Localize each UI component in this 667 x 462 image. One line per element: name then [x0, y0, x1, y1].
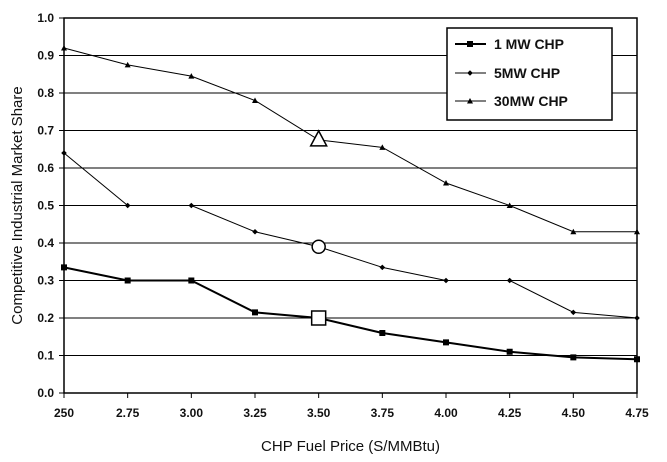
- x-axis-title: CHP Fuel Price (S/MMBtu): [261, 438, 440, 455]
- x-tick-label: 2.75: [116, 406, 140, 420]
- y-tick-label: 1.0: [37, 11, 54, 25]
- data-point: [252, 309, 258, 316]
- plot-frame: [63, 17, 638, 394]
- data-point: [506, 277, 513, 284]
- legend-marker: [467, 41, 473, 47]
- y-tick-label: 0.9: [37, 49, 54, 63]
- data-point: [506, 202, 513, 208]
- x-tick-label: 3.50: [307, 406, 331, 420]
- x-tick-label: 250: [54, 406, 74, 420]
- data-point: [61, 150, 67, 156]
- data-point: [379, 330, 386, 336]
- series-line: [63, 47, 637, 233]
- data-point: [570, 309, 577, 316]
- data-point: [379, 264, 386, 271]
- y-tick-labels: 0.0 0.1 0.2 0.3 0.4 0.5 0.6 0.7 0.8 0.9 1.0: [37, 11, 54, 400]
- data-point: [443, 339, 449, 346]
- data-point: [61, 264, 67, 271]
- x-tick-labels: 250 2.75 3.00 3.25 3.50 3.75 4.00 4.25 4.50 4.75: [54, 393, 649, 420]
- y-tick-label: 0.2: [37, 311, 54, 325]
- data-point: [443, 180, 449, 186]
- x-tick-label: 4.75: [625, 406, 649, 420]
- x-tick-label: 4.00: [434, 406, 458, 420]
- highlight-circle: [311, 239, 326, 254]
- y-tick-label: 0.8: [37, 86, 54, 100]
- data-point: [570, 354, 577, 361]
- data-point: [634, 356, 640, 363]
- series-layer: [61, 45, 640, 363]
- series-line: [63, 266, 638, 361]
- data-point: [61, 45, 67, 51]
- series-line: [63, 152, 638, 319]
- data-point: [124, 202, 131, 209]
- x-tick-label: 4.25: [498, 406, 522, 420]
- data-point: [252, 97, 258, 103]
- legend-label-30mw: 30MW CHP: [494, 93, 568, 109]
- series-1: [61, 150, 640, 321]
- x-tick-label: 3.75: [371, 406, 395, 420]
- data-point: [252, 228, 258, 235]
- data-point: [188, 73, 195, 79]
- data-point: [124, 61, 131, 68]
- data-point: [634, 315, 640, 321]
- data-point: [506, 348, 513, 355]
- y-tick-label: 0.7: [37, 124, 54, 138]
- y-tick-label: 0.3: [37, 274, 54, 288]
- data-point: [188, 202, 195, 209]
- legend: 1 MW CHP 5MW CHP 30MW CHP: [446, 27, 613, 121]
- data-point: [443, 277, 449, 284]
- y-axis-title: Competitive Industrial Market Share: [9, 86, 26, 324]
- series-0: [61, 264, 640, 363]
- x-tick-label: 3.00: [180, 406, 204, 420]
- highlight-triangle: [309, 129, 328, 147]
- y-tick-label: 0.4: [37, 236, 54, 250]
- series-2: [61, 45, 640, 235]
- y-tick-label: 0.0: [37, 386, 54, 400]
- x-tick-label: 4.50: [562, 406, 586, 420]
- y-tick-label: 0.6: [37, 161, 54, 175]
- data-point: [570, 228, 577, 235]
- legend-label-1mw: 1 MW CHP: [494, 36, 564, 52]
- data-point: [379, 144, 386, 150]
- legend-marker: [467, 98, 473, 104]
- data-point: [124, 277, 131, 284]
- highlight-square: [310, 310, 327, 326]
- data-point: [188, 277, 195, 284]
- highlight-markers: [309, 129, 328, 326]
- y-tick-label: 0.1: [37, 349, 54, 363]
- legend-label-5mw: 5MW CHP: [494, 65, 560, 81]
- legend-marker: [467, 70, 473, 76]
- data-point: [634, 228, 640, 235]
- x-tick-label: 3.25: [243, 406, 267, 420]
- y-tick-label: 0.5: [37, 199, 54, 213]
